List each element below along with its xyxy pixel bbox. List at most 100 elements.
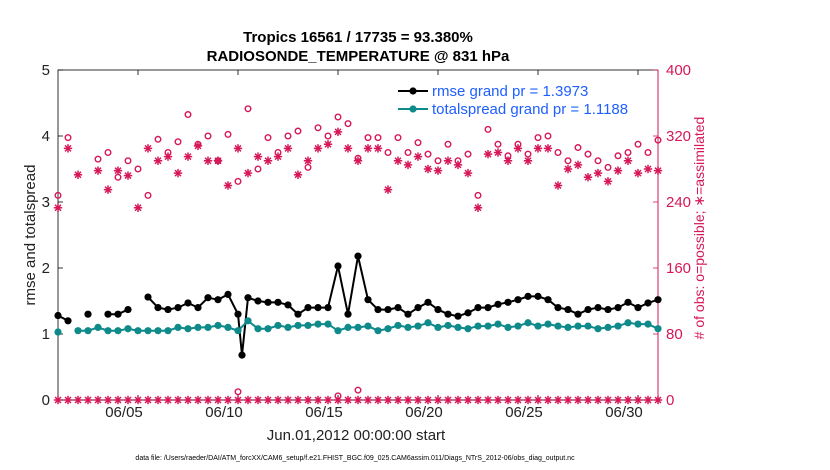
rmse-point: [124, 305, 132, 314]
obs-assimilated-point: [303, 156, 313, 165]
y-tick-label-left: 3: [42, 194, 50, 211]
asterisk-stroke: [514, 144, 522, 152]
rmse-point: [584, 305, 592, 314]
obs-assimilated-point: [413, 152, 423, 161]
asterisk-stroke: [274, 153, 282, 161]
obs-assimilated-bottom-point: [393, 395, 403, 405]
totalspread-point: [594, 325, 602, 333]
obs-assimilated-point: [163, 152, 173, 161]
rmse-point: [424, 298, 432, 306]
obs-possible-point: [394, 134, 402, 142]
asterisk-stroke: [604, 177, 612, 185]
asterisk-stroke: [214, 157, 222, 165]
asterisk-stroke: [194, 396, 202, 404]
obs-assimilated-bottom-point: [93, 395, 103, 405]
series-layer: [53, 105, 663, 405]
obs-assimilated-point: [523, 156, 533, 165]
asterisk-stroke: [424, 165, 432, 173]
x-tick-label: 06/25: [505, 404, 543, 421]
obs-assimilated-point: [143, 144, 153, 153]
obs-assimilated-point: [93, 166, 103, 175]
asterisk-stroke: [104, 396, 112, 404]
asterisk-stroke: [314, 144, 322, 152]
obs-assimilated-point: [633, 168, 643, 178]
obs-possible-point: [564, 157, 572, 165]
obs-assimilated-bottom-point: [313, 395, 323, 405]
totalspread-point: [214, 321, 222, 330]
rmse-point: [344, 310, 352, 318]
obs-possible-point: [644, 148, 652, 156]
asterisk-stroke: [374, 144, 382, 152]
asterisk-stroke: [644, 165, 652, 173]
asterisk-stroke: [234, 396, 242, 404]
obs-possible-point: [544, 132, 552, 140]
asterisk-stroke: [544, 144, 552, 152]
asterisk-stroke: [164, 153, 172, 161]
asterisk-stroke: [534, 396, 542, 404]
obs-possible-point: [494, 140, 502, 148]
asterisk-stroke: [114, 396, 122, 404]
obs-assimilated-bottom-point: [493, 395, 503, 405]
obs-assimilated-bottom-point: [363, 395, 373, 405]
obs-assimilated-point: [443, 156, 453, 165]
asterisk-stroke: [414, 396, 422, 404]
rmse-point: [524, 292, 532, 300]
obs-assimilated-point: [473, 203, 483, 212]
rmse-point: [484, 304, 492, 312]
rmse-point: [454, 312, 462, 320]
asterisk-stroke: [274, 396, 282, 404]
asterisk-stroke: [164, 396, 172, 404]
rmse-point: [444, 310, 452, 318]
obs-possible-point: [384, 148, 392, 156]
obs-assimilated-point: [273, 152, 283, 161]
totalspread-point: [564, 323, 572, 331]
rmse-point: [234, 310, 242, 318]
x-tick-label: 06/15: [305, 404, 343, 421]
obs-possible-point: [174, 138, 182, 146]
obs-possible-point: [624, 148, 632, 156]
rmse-point: [214, 296, 222, 304]
rmse-point: [264, 298, 272, 306]
obs-assimilated-point: [103, 185, 113, 194]
obs-assimilated-point: [393, 156, 403, 165]
obs-assimilated-point: [183, 152, 193, 161]
obs-assimilated-point: [643, 164, 653, 174]
asterisk-stroke: [444, 396, 452, 404]
y-tick-label-right: 400: [666, 62, 691, 79]
rmse-point: [364, 296, 372, 304]
asterisk-stroke: [154, 157, 162, 165]
obs-possible-point: [614, 152, 622, 160]
obs-assimilated-bottom-point: [573, 395, 583, 405]
rmse-point: [324, 304, 332, 312]
legend-label-rmse: rmse grand pr = 1.3973: [432, 83, 588, 100]
obs-assimilated-point: [543, 144, 553, 153]
y-tick-label-left: 2: [42, 260, 50, 277]
totalspread-point: [534, 322, 542, 330]
y-tick-label-right: 0: [666, 392, 674, 409]
totalspread-point: [574, 322, 582, 330]
obs-possible-point: [404, 148, 412, 156]
obs-assimilated-bottom-point: [213, 395, 223, 405]
totalspread-point: [104, 327, 112, 335]
totalspread-point: [94, 323, 102, 331]
obs-assimilated-point: [503, 156, 513, 165]
obs-assimilated-bottom-point: [603, 395, 613, 405]
obs-assimilated-point: [193, 141, 203, 151]
obs-possible-point: [224, 130, 232, 138]
rmse-point: [204, 294, 212, 302]
asterisk-stroke: [364, 396, 372, 404]
obs-assimilated-point: [253, 152, 263, 161]
asterisk-stroke: [174, 169, 182, 177]
obs-assimilated-point: [483, 149, 493, 159]
obs-assimilated-point: [313, 144, 323, 153]
obs-assimilated-bottom-point: [53, 395, 63, 405]
obs-possible-point: [604, 163, 612, 171]
obs-possible-point: [464, 150, 472, 158]
totalspread-point: [84, 327, 92, 335]
obs-possible-point: [574, 144, 582, 152]
asterisk-stroke: [264, 396, 272, 404]
y-axis-label-left: rmse and totalspread: [22, 165, 39, 306]
rmse-point: [64, 317, 72, 325]
obs-possible-point: [424, 150, 432, 158]
